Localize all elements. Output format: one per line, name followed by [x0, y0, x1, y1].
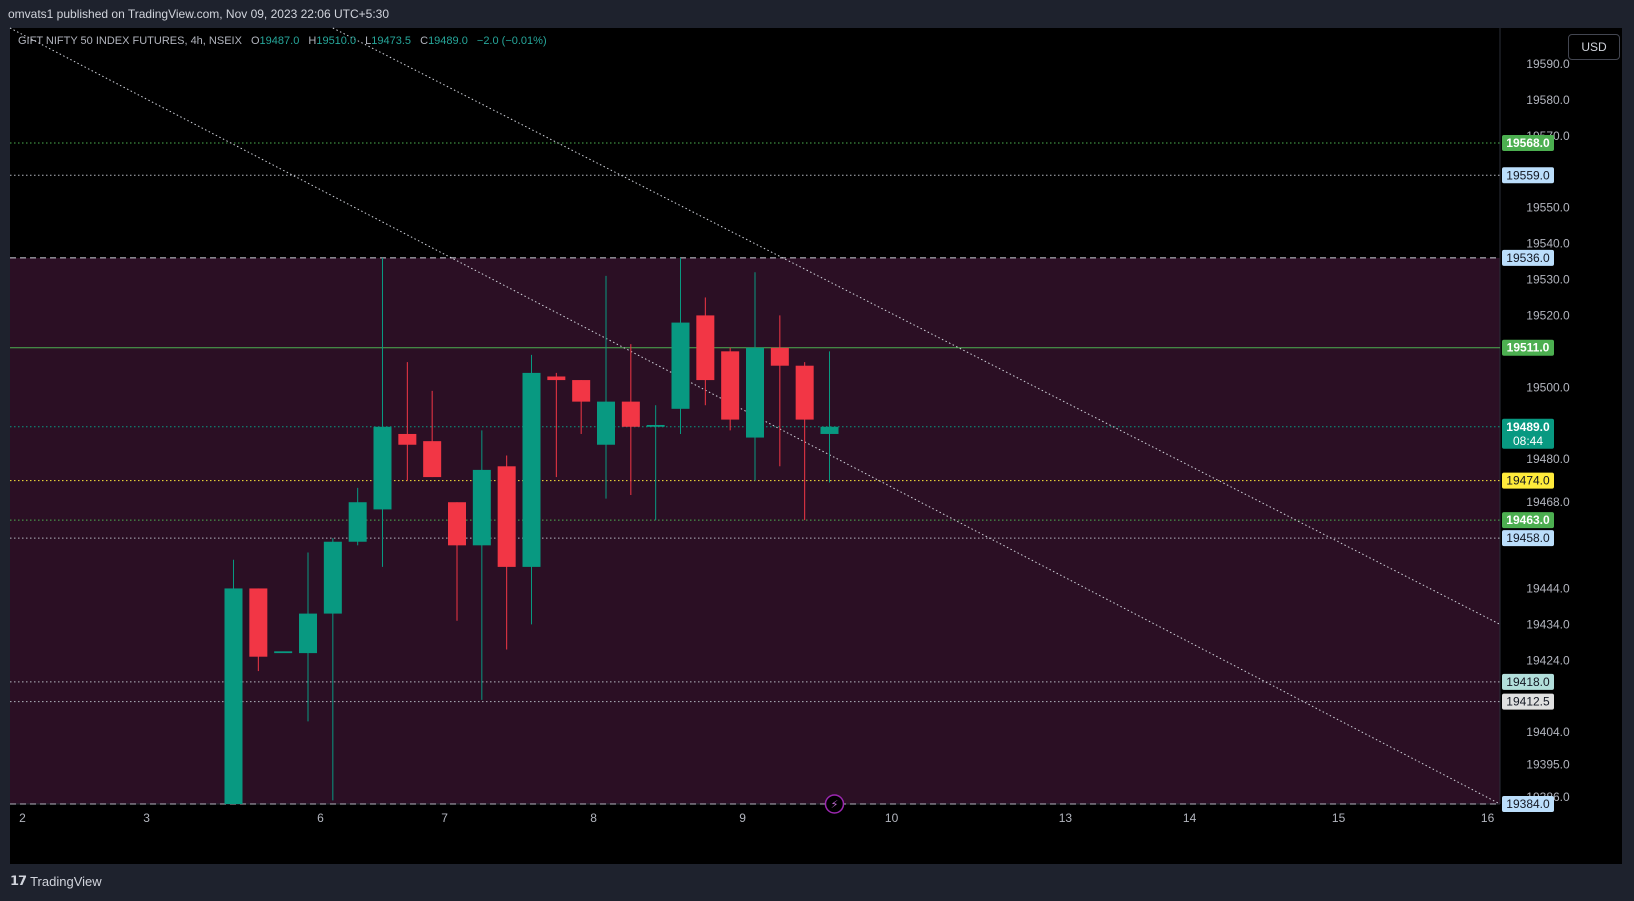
level-label: 19474.0 — [1506, 474, 1550, 488]
trendline — [332, 27, 1501, 625]
level-label-bg — [1502, 673, 1554, 690]
symbol-title[interactable]: GIFT NIFTY 50 INDEX FUTURES, 4h, NSEIX — [18, 35, 242, 47]
low-value: 19473.5 — [371, 35, 412, 47]
candle-down — [448, 502, 466, 546]
y-tick-label: 19520.0 — [1526, 308, 1570, 322]
level-label: 19463.0 — [1506, 513, 1550, 527]
candle-up — [522, 372, 541, 567]
candle-up — [472, 469, 491, 546]
x-tick-label: 7 — [441, 811, 448, 825]
open-label: O — [250, 35, 260, 47]
y-tick-label: 19580.0 — [1526, 93, 1570, 107]
candle-down — [795, 365, 814, 420]
x-tick-label: 14 — [1183, 811, 1197, 825]
event-marker-icon: ⚡ — [824, 794, 845, 814]
level-label-bg — [1502, 472, 1554, 489]
level-label-bg — [1502, 796, 1554, 812]
candle-down — [423, 441, 442, 478]
last-price-label: 19489.0 — [1506, 420, 1550, 434]
publish-bar: omvats1 published on TradingView.com, No… — [0, 0, 1634, 28]
candle-up — [274, 651, 293, 654]
x-tick-label: 13 — [1059, 811, 1073, 825]
x-tick-label: 15 — [1332, 811, 1346, 825]
x-tick-label: 9 — [739, 811, 746, 825]
y-tick-label: 19395.0 — [1526, 757, 1570, 771]
time-axis — [10, 804, 1622, 864]
countdown-label: 08:44 — [1513, 434, 1543, 448]
y-tick-label: 19530.0 — [1526, 272, 1570, 286]
currency-button[interactable]: USD — [1568, 34, 1620, 60]
high-label: H — [308, 35, 317, 47]
candle-down — [721, 351, 740, 420]
x-tick-label: 10 — [885, 811, 899, 825]
x-tick-label: 16 — [1481, 811, 1495, 825]
candle-up — [646, 424, 665, 427]
lightning-icon: ⚡ — [831, 798, 839, 811]
x-tick-label: 3 — [143, 811, 150, 825]
x-tick-label: 8 — [590, 811, 597, 825]
published-text: omvats1 published on TradingView.com, No… — [8, 7, 390, 21]
candle-up — [373, 426, 392, 510]
last-price-label-bg — [1502, 418, 1554, 449]
y-tick-label: 19444.0 — [1526, 581, 1570, 595]
candle-up — [597, 401, 615, 445]
candle-down — [696, 315, 715, 381]
open-value: 19487.0 — [259, 35, 300, 47]
level-label-bg — [1502, 512, 1554, 529]
level-label: 19568.0 — [1506, 136, 1550, 150]
high-value: 19510.0 — [316, 35, 357, 47]
y-tick-label: 19590.0 — [1526, 57, 1570, 71]
y-tick-label: 19550.0 — [1526, 201, 1570, 215]
level-label: 19384.0 — [1506, 797, 1550, 811]
candle-down — [572, 380, 591, 402]
candle-down — [621, 401, 640, 427]
y-tick-label: 19480.0 — [1526, 452, 1570, 466]
footer-bar: 𝟭𝟳 TradingView — [0, 864, 1634, 901]
tradingview-logo[interactable]: 𝟭𝟳 TradingView — [10, 873, 102, 889]
y-tick-label: 19468.0 — [1526, 495, 1570, 509]
candle-down — [398, 433, 417, 445]
candle-up — [299, 613, 317, 654]
level-label-bg — [1502, 339, 1554, 356]
event-marker-circle — [824, 794, 845, 814]
x-tick-label: 2 — [19, 811, 26, 825]
candle-up — [323, 541, 342, 614]
candle-up — [224, 588, 243, 804]
level-label: 19536.0 — [1506, 251, 1550, 265]
low-label: L — [365, 35, 372, 47]
y-tick-label: 19500.0 — [1526, 380, 1570, 394]
change-value: −2.0 (−0.01%) — [476, 35, 547, 47]
y-tick-label: 19424.0 — [1526, 653, 1570, 667]
level-label-bg — [1502, 693, 1554, 710]
close-value: 19489.0 — [428, 35, 468, 47]
y-tick-label: 19404.0 — [1526, 725, 1570, 739]
level-label: 19511.0 — [1507, 341, 1550, 355]
level-label-bg — [1502, 249, 1554, 266]
candle-up — [746, 347, 764, 438]
candle-down — [497, 466, 516, 567]
candle-down — [547, 376, 566, 381]
symbol-legend: GIFT NIFTY 50 INDEX FUTURES, 4h, NSEIX O… — [18, 35, 547, 47]
x-tick-label: 6 — [317, 811, 324, 825]
y-tick-label: 19434.0 — [1526, 617, 1570, 631]
candle-up — [671, 322, 690, 409]
brand-label: TradingView — [30, 873, 102, 889]
level-label-bg — [1502, 134, 1554, 151]
level-label: 19412.5 — [1506, 695, 1550, 709]
tradingview-mark-icon: 𝟭𝟳 — [10, 873, 27, 888]
close-label: C — [420, 35, 429, 47]
level-label: 19559.0 — [1506, 168, 1550, 182]
level-label: 19418.0 — [1506, 675, 1550, 689]
candle-up — [820, 426, 839, 434]
candle-down — [249, 588, 268, 657]
level-label-bg — [1502, 530, 1554, 547]
level-label-bg — [1502, 167, 1554, 184]
y-tick-label: 19540.0 — [1526, 237, 1570, 251]
candle-down — [770, 347, 789, 366]
level-label: 19458.0 — [1506, 531, 1550, 545]
candle-up — [348, 502, 367, 542]
